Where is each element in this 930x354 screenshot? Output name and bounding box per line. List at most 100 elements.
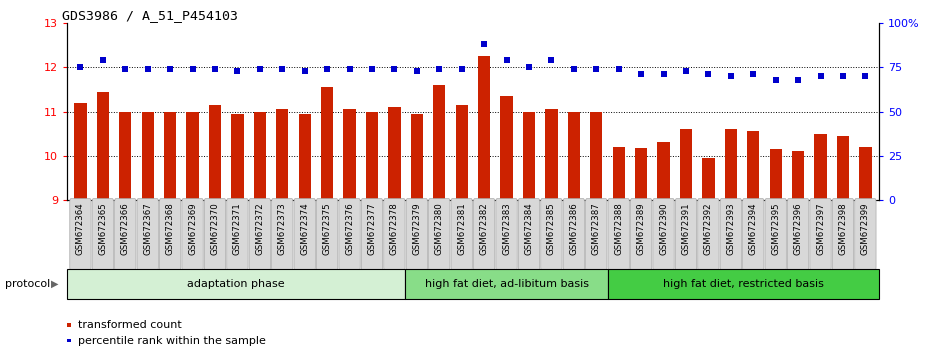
Point <box>342 66 357 72</box>
Bar <box>405 269 608 299</box>
Bar <box>478 56 490 200</box>
Point <box>477 41 492 47</box>
Point <box>724 73 738 79</box>
Point <box>118 66 133 72</box>
Point <box>633 72 648 77</box>
Point <box>544 57 559 63</box>
Bar <box>343 109 355 200</box>
Point <box>96 57 111 63</box>
Point <box>409 68 424 74</box>
Bar <box>299 114 311 200</box>
FancyBboxPatch shape <box>855 199 876 270</box>
Text: GSM672379: GSM672379 <box>412 202 421 255</box>
Text: GSM672394: GSM672394 <box>749 202 758 255</box>
Text: percentile rank within the sample: percentile rank within the sample <box>78 336 266 346</box>
Bar <box>232 114 244 200</box>
FancyBboxPatch shape <box>159 199 180 270</box>
Bar <box>433 85 445 200</box>
FancyBboxPatch shape <box>631 199 652 270</box>
Point <box>499 57 514 63</box>
Text: GSM672364: GSM672364 <box>76 202 85 255</box>
FancyBboxPatch shape <box>137 199 158 270</box>
Text: GSM672398: GSM672398 <box>839 202 847 255</box>
FancyBboxPatch shape <box>272 199 293 270</box>
Point <box>790 77 805 82</box>
Bar <box>702 158 714 200</box>
Text: GSM672392: GSM672392 <box>704 202 713 255</box>
FancyBboxPatch shape <box>608 199 630 270</box>
Point <box>835 73 850 79</box>
Text: GSM672365: GSM672365 <box>99 202 107 255</box>
FancyBboxPatch shape <box>205 199 226 270</box>
Bar <box>724 129 737 200</box>
Bar <box>388 107 401 200</box>
Text: GSM672371: GSM672371 <box>232 202 242 255</box>
Text: GSM672374: GSM672374 <box>300 202 309 255</box>
Bar <box>567 112 580 200</box>
FancyBboxPatch shape <box>429 199 450 270</box>
Text: GSM672389: GSM672389 <box>637 202 645 255</box>
Text: GSM672387: GSM672387 <box>591 202 601 255</box>
FancyBboxPatch shape <box>384 199 405 270</box>
Text: GSM672391: GSM672391 <box>682 202 690 255</box>
Point <box>320 66 335 72</box>
Text: GSM672373: GSM672373 <box>278 202 286 255</box>
FancyBboxPatch shape <box>742 199 764 270</box>
Bar <box>658 142 670 200</box>
Text: GSM672397: GSM672397 <box>816 202 825 255</box>
Bar <box>209 105 221 200</box>
Text: GSM672393: GSM672393 <box>726 202 736 255</box>
FancyBboxPatch shape <box>473 199 495 270</box>
Bar <box>67 269 405 299</box>
FancyBboxPatch shape <box>788 199 809 270</box>
FancyBboxPatch shape <box>70 199 91 270</box>
Point <box>207 66 222 72</box>
Point <box>566 66 581 72</box>
FancyBboxPatch shape <box>518 199 539 270</box>
Text: GSM672372: GSM672372 <box>256 202 264 255</box>
Text: GSM672382: GSM672382 <box>480 202 488 255</box>
Bar <box>680 129 692 200</box>
FancyBboxPatch shape <box>249 199 271 270</box>
Text: GSM672383: GSM672383 <box>502 202 512 255</box>
Bar <box>276 109 288 200</box>
Text: ▶: ▶ <box>51 279 59 289</box>
Bar <box>792 152 804 200</box>
Text: GSM672375: GSM672375 <box>323 202 332 255</box>
FancyBboxPatch shape <box>586 199 607 270</box>
FancyBboxPatch shape <box>182 199 204 270</box>
Bar <box>411 114 423 200</box>
Point <box>746 72 761 77</box>
FancyBboxPatch shape <box>406 199 428 270</box>
Bar <box>254 112 266 200</box>
FancyBboxPatch shape <box>92 199 113 270</box>
Text: GSM672369: GSM672369 <box>188 202 197 255</box>
Text: GSM672386: GSM672386 <box>569 202 578 255</box>
FancyBboxPatch shape <box>653 199 674 270</box>
FancyBboxPatch shape <box>339 199 360 270</box>
Bar <box>523 112 535 200</box>
Text: GSM672396: GSM672396 <box>793 202 803 255</box>
FancyBboxPatch shape <box>362 199 382 270</box>
Point <box>252 66 267 72</box>
Point <box>656 72 671 77</box>
Bar <box>97 92 109 200</box>
Bar <box>769 149 782 200</box>
Text: GSM672366: GSM672366 <box>121 202 130 255</box>
Text: GSM672368: GSM672368 <box>166 202 175 255</box>
Point <box>611 66 626 72</box>
Bar <box>119 112 131 200</box>
Bar <box>613 147 625 200</box>
Text: GSM672377: GSM672377 <box>367 202 377 255</box>
Text: high fat diet, ad-libitum basis: high fat diet, ad-libitum basis <box>425 279 589 289</box>
FancyBboxPatch shape <box>496 199 517 270</box>
FancyBboxPatch shape <box>294 199 315 270</box>
Text: GSM672388: GSM672388 <box>614 202 623 255</box>
Text: protocol: protocol <box>5 279 50 289</box>
Point <box>387 66 402 72</box>
FancyBboxPatch shape <box>675 199 697 270</box>
Bar <box>74 103 86 200</box>
Bar <box>500 96 512 200</box>
FancyBboxPatch shape <box>810 199 831 270</box>
FancyBboxPatch shape <box>316 199 338 270</box>
